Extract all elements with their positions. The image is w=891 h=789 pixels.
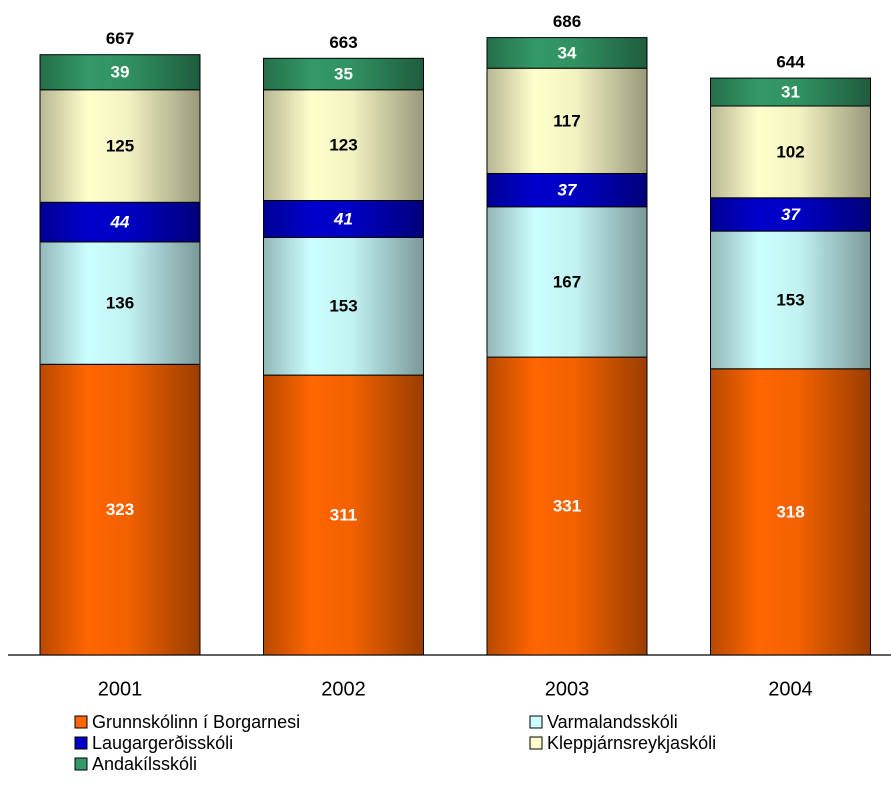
data-label: 123: [329, 136, 357, 155]
data-label: 31: [781, 83, 800, 102]
legend-label: Grunnskólinn í Borgarnesi: [92, 712, 300, 732]
data-label: 318: [776, 502, 804, 521]
x-tick-label: 2001: [98, 678, 143, 700]
data-label: 37: [558, 181, 578, 200]
legend-label: Kleppjárnsreykjaskóli: [547, 733, 716, 753]
legend-swatch: [74, 736, 88, 750]
data-label: 136: [106, 294, 134, 313]
data-label: 167: [553, 272, 581, 291]
legend-swatch: [529, 715, 543, 729]
data-label: 37: [781, 205, 801, 224]
legend-label: Varmalandsskóli: [547, 712, 678, 732]
total-label: 686: [553, 12, 581, 31]
data-label: 331: [553, 497, 581, 516]
data-label: 34: [558, 43, 577, 62]
x-tick-label: 2003: [545, 678, 590, 700]
data-label: 153: [776, 290, 804, 309]
x-tick-label: 2002: [321, 678, 366, 700]
total-label: 663: [329, 33, 357, 52]
data-label: 125: [106, 137, 134, 156]
legend-swatch: [529, 736, 543, 750]
total-label: 644: [776, 53, 805, 72]
data-label: 35: [334, 65, 353, 84]
legend-swatch: [74, 757, 88, 771]
data-label: 41: [333, 209, 353, 228]
data-label: 311: [330, 506, 357, 525]
data-label: 117: [553, 111, 580, 130]
x-tick-label: 2004: [768, 678, 813, 700]
legend-label: Andakílsskóli: [92, 754, 197, 774]
total-label: 667: [106, 29, 134, 48]
legend-swatch: [74, 715, 88, 729]
data-label: 153: [329, 297, 357, 316]
data-label: 44: [110, 213, 130, 232]
data-label: 102: [776, 142, 804, 161]
data-label: 323: [106, 500, 134, 519]
data-label: 39: [111, 63, 130, 82]
legend-label: Laugargerðisskóli: [92, 733, 233, 753]
